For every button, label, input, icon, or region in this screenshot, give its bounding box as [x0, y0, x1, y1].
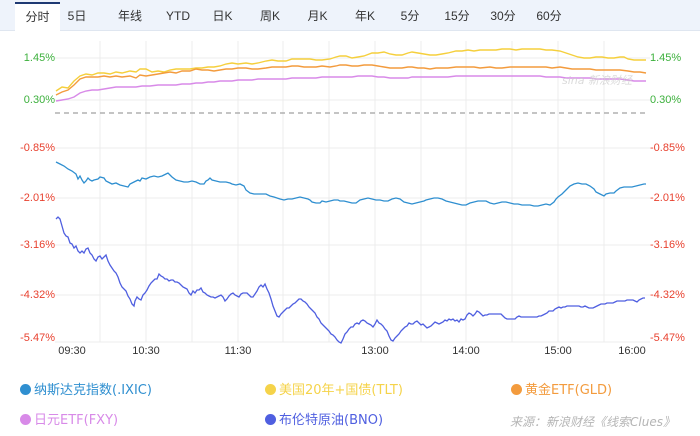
y-tick-right-4: -2.01%: [650, 192, 685, 204]
tab-year-line[interactable]: 年线: [117, 9, 142, 23]
series-gld-line: [55, 64, 647, 96]
sina-watermark: sina 新浪财经: [562, 74, 632, 87]
legend-label: 纳斯达克指数(.IXIC): [34, 383, 152, 398]
y-tick-left-3: -0.85%: [20, 142, 55, 154]
legend-item-ixic[interactable]: 纳斯达克指数(.IXIC): [20, 381, 152, 400]
tab-ytd[interactable]: YTD: [166, 9, 190, 23]
y-tick-left-6: -4.32%: [20, 289, 55, 301]
tab-intraday[interactable]: 分时: [15, 2, 60, 32]
tab-5day[interactable]: 5日: [67, 9, 87, 23]
y-tick-left-7: -5.47%: [20, 332, 55, 344]
y-tick-left-2: 0.30%: [23, 94, 55, 106]
tab-60min[interactable]: 60分: [536, 9, 562, 23]
multi-asset-line-chart: 1.45% 0.30% -0.85% -2.01% -3.16% -4.32% …: [0, 31, 700, 376]
legend-dot-icon: [265, 414, 276, 425]
x-tick-7: 16:00: [618, 345, 646, 357]
tab-daily-k[interactable]: 日K: [212, 9, 233, 23]
legend-dot-icon: [20, 414, 31, 425]
y-tick-left-4: -2.01%: [20, 192, 55, 204]
legend-label: 黄金ETF(GLD): [525, 383, 613, 398]
series-bno-line: [55, 216, 645, 344]
x-tick-6: 15:00: [544, 345, 572, 357]
vertical-gridlines: [99, 41, 605, 342]
tab-30min[interactable]: 30分: [490, 9, 516, 23]
x-tick-4: 13:00: [361, 345, 389, 357]
legend-item-fxy[interactable]: 日元ETF(FXY): [20, 411, 118, 430]
tab-monthly-k[interactable]: 月K: [307, 9, 328, 23]
legend-label: 布伦特原油(BNO): [279, 413, 384, 428]
series-ixic-line: [55, 161, 646, 207]
y-tick-right-3: -0.85%: [650, 142, 685, 154]
tab-15min[interactable]: 15分: [444, 9, 470, 23]
y-tick-right-5: -3.16%: [650, 239, 685, 251]
legend-item-gld[interactable]: 黄金ETF(GLD): [511, 381, 612, 400]
legend-label: 美国20年+国债(TLT): [279, 383, 403, 398]
legend-dot-icon: [511, 384, 522, 395]
y-tick-right-6: -4.32%: [650, 289, 685, 301]
legend-item-tlt[interactable]: 美国20年+国债(TLT): [265, 381, 403, 400]
chart-plot-area: [55, 41, 650, 344]
x-tick-3: 11:30: [224, 345, 252, 357]
legend-dot-icon: [265, 384, 276, 395]
legend-item-bno[interactable]: 布伦特原油(BNO): [265, 411, 383, 430]
y-tick-left-5: -3.16%: [20, 239, 55, 251]
legend-dot-icon: [20, 384, 31, 395]
tab-weekly-k[interactable]: 周K: [259, 9, 280, 23]
period-tab-bar: 分时 5日 年线 YTD 日K 周K 月K 年K 5分 15分 30分 60分: [0, 0, 700, 32]
tab-yearly-k[interactable]: 年K: [354, 9, 375, 23]
legend-label: 日元ETF(FXY): [34, 413, 119, 428]
x-tick-2: 10:30: [132, 345, 160, 357]
source-credit: 来源：新浪财经《线索Clues》: [510, 415, 675, 429]
horizontal-gridlines: [55, 57, 650, 343]
y-tick-right-2: 0.30%: [650, 94, 682, 106]
y-tick-right-1: 1.45%: [650, 52, 682, 64]
x-tick-5: 14:00: [452, 345, 480, 357]
y-tick-right-7: -5.47%: [650, 332, 685, 344]
series-tlt-line: [55, 48, 646, 92]
tab-5min[interactable]: 5分: [400, 9, 420, 23]
x-tick-1: 09:30: [58, 345, 86, 357]
y-tick-left-1: 1.45%: [23, 52, 55, 64]
series-fxy-line: [55, 75, 646, 102]
